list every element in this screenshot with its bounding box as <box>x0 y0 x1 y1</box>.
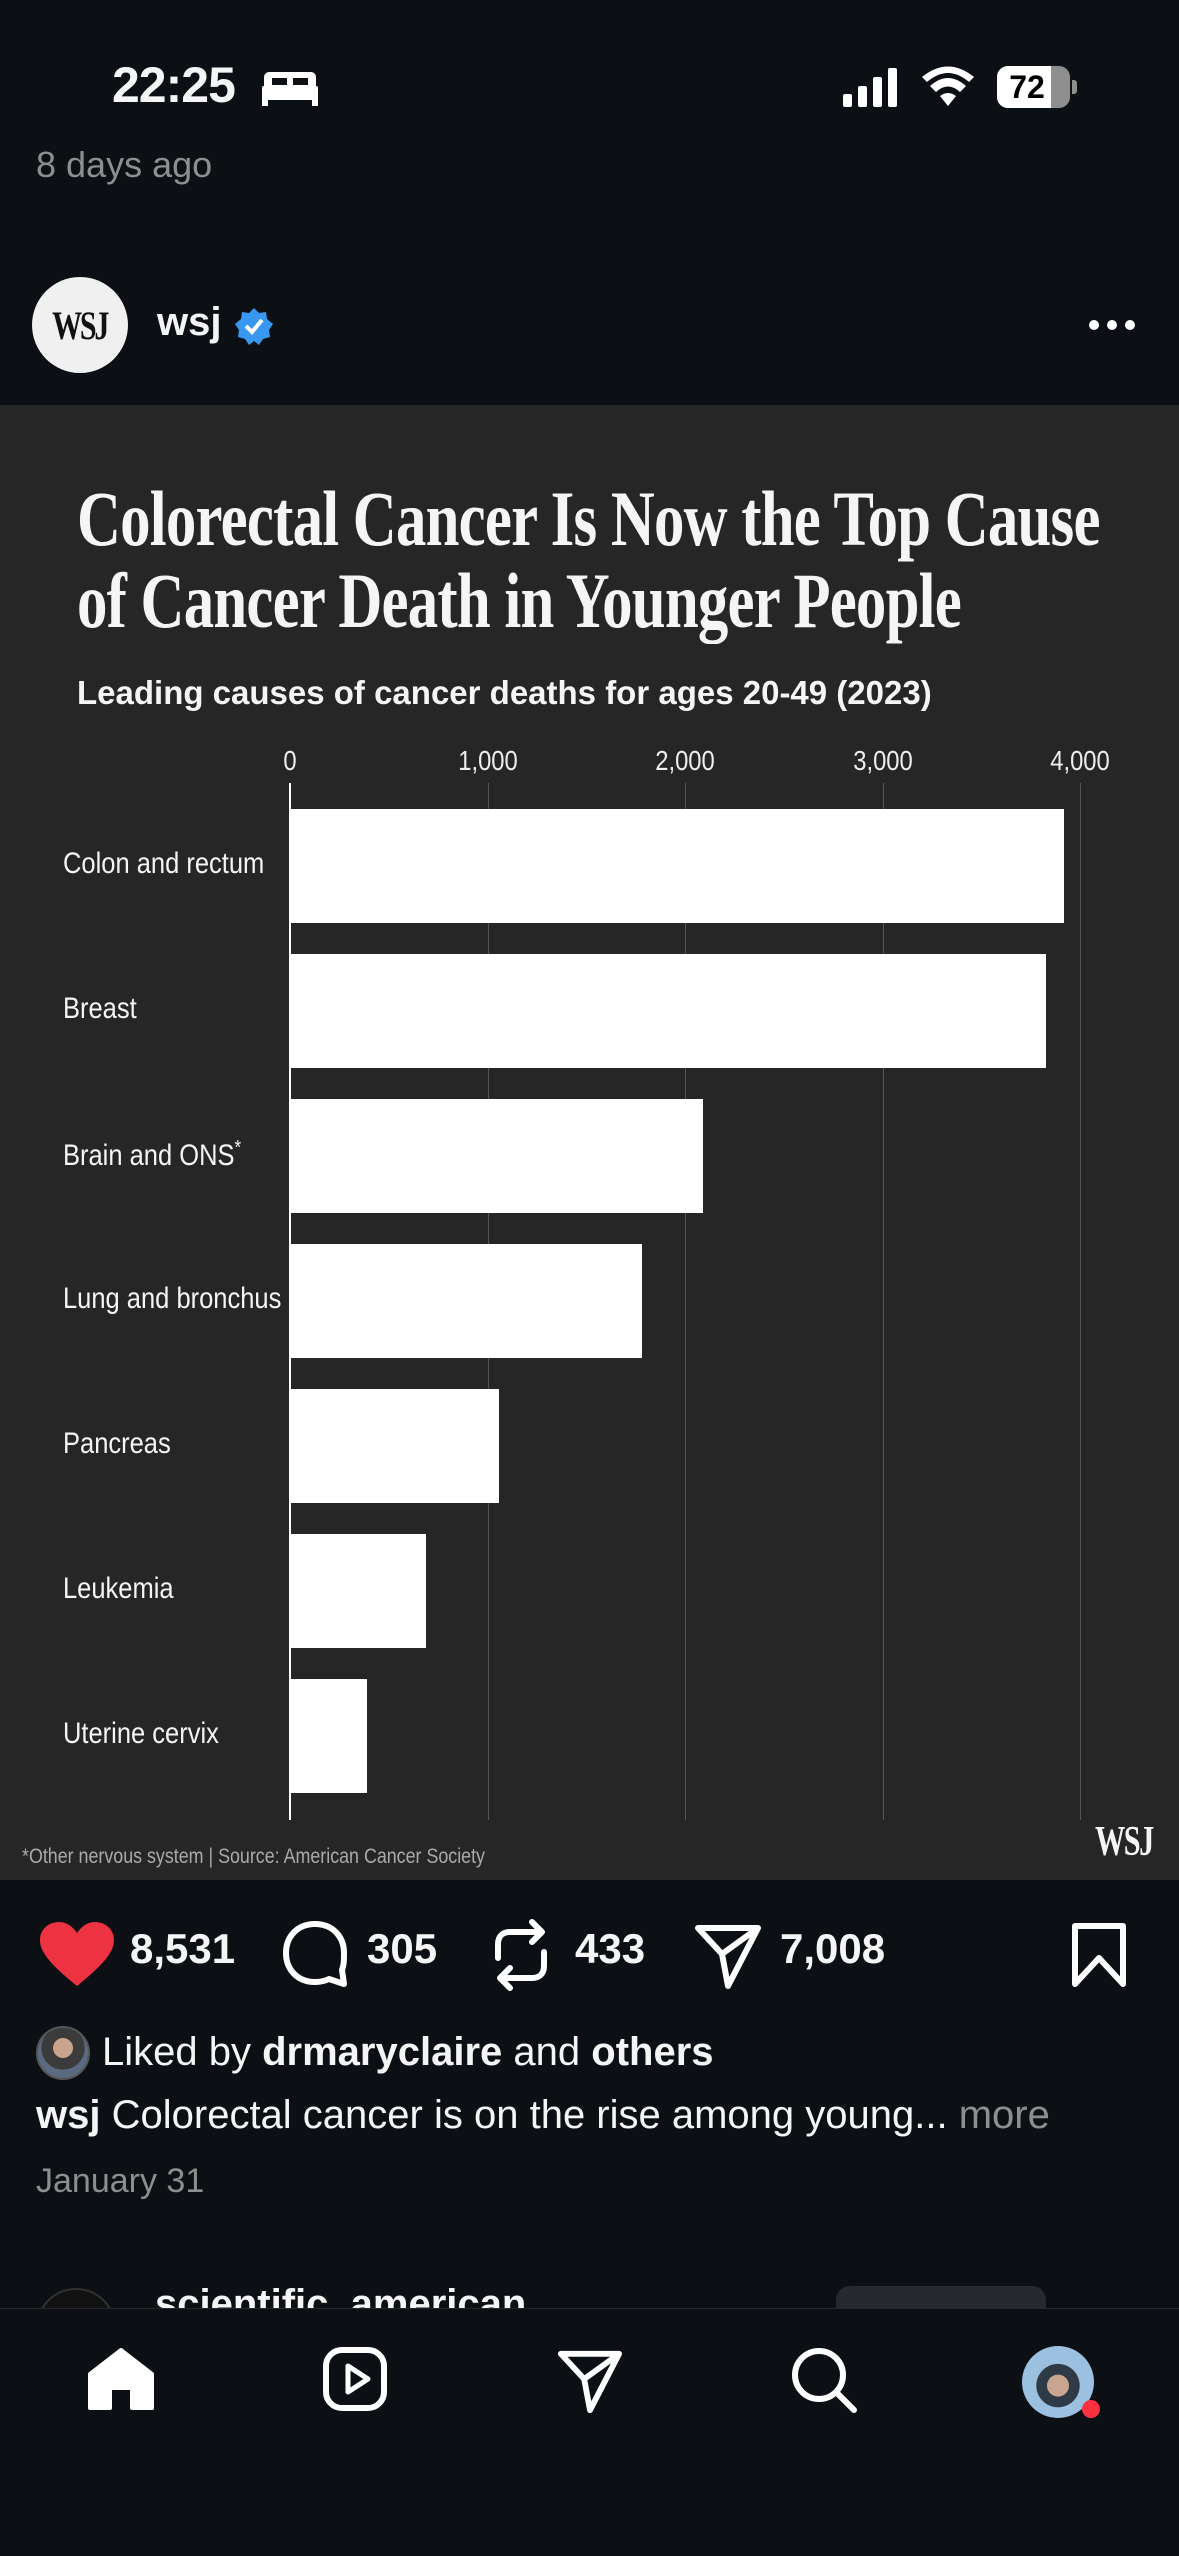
chart-title-line-2: of Cancer Death in Younger People <box>77 557 962 644</box>
liked-by-user-link[interactable]: drmaryclaire <box>262 2030 503 2074</box>
liked-by-others-link[interactable]: others <box>591 2030 714 2074</box>
notification-dot <box>1082 2400 1100 2418</box>
share-send-icon[interactable] <box>694 1922 762 1990</box>
comment-icon[interactable] <box>282 1920 348 1990</box>
battery-icon: 72 <box>997 66 1070 108</box>
liked-by-prefix: Liked by <box>102 2030 251 2074</box>
chart-title: Colorectal Cancer Is Now the Top Cause o… <box>77 478 1100 642</box>
liked-by-and: and <box>513 2030 581 2074</box>
wsj-avatar[interactable]: WSJ <box>32 277 128 373</box>
bar <box>290 1534 427 1648</box>
verified-badge-icon <box>235 308 273 345</box>
x-tick-label: 1,000 <box>457 745 518 776</box>
bed-icon <box>262 72 318 106</box>
repost-icon[interactable] <box>490 1918 552 1992</box>
wsj-logo: WSJ <box>1095 1819 1154 1865</box>
caption: wsj Colorectal cancer is on the rise amo… <box>36 2093 1050 2138</box>
category-label: Uterine cervix <box>63 1717 219 1751</box>
like-heart-icon[interactable] <box>40 1922 114 1988</box>
x-tick-label: 4,000 <box>1050 745 1110 776</box>
category-label-text: Pancreas <box>63 1427 171 1460</box>
messages-send-icon[interactable] <box>556 2348 624 2414</box>
signal-icon <box>843 68 897 107</box>
category-label-text: Brain and ONS <box>63 1139 235 1172</box>
bar <box>290 1679 368 1793</box>
bar <box>290 1389 500 1503</box>
post-date: January 31 <box>36 2162 205 2200</box>
caption-more-link[interactable]: more <box>958 2093 1050 2137</box>
x-tick-label: 3,000 <box>852 745 913 776</box>
caption-text: Colorectal cancer is on the rise among y… <box>111 2093 948 2137</box>
liked-by-text: Liked by drmaryclaire and others <box>102 2030 714 2075</box>
y-axis-line <box>289 783 291 1820</box>
gridline <box>1080 783 1081 1820</box>
wifi-icon <box>922 66 974 106</box>
x-tick-label: 2,000 <box>655 745 715 776</box>
share-count[interactable]: 7,008 <box>780 1925 886 1972</box>
category-label: Lung and bronchus <box>63 1282 281 1316</box>
category-label: Brain and ONS* <box>63 1137 241 1173</box>
post-username[interactable]: wsj <box>157 300 222 344</box>
liked-by-avatar[interactable] <box>36 2026 90 2080</box>
gridline <box>685 783 686 1820</box>
like-count[interactable]: 8,531 <box>130 1925 236 1972</box>
reels-icon[interactable] <box>322 2346 388 2412</box>
category-label: Colon and rectum <box>63 847 264 881</box>
chart-subtitle: Leading causes of cancer deaths for ages… <box>77 674 932 711</box>
bar <box>290 1244 642 1358</box>
bar <box>290 954 1047 1068</box>
bar <box>290 1099 703 1213</box>
x-tick-label: 0 <box>283 745 297 776</box>
category-label: Pancreas <box>63 1427 171 1461</box>
category-label-text: Lung and bronchus <box>63 1282 282 1315</box>
category-label: Leukemia <box>63 1572 174 1606</box>
chart-footnote: *Other nervous system | Source: American… <box>22 1845 485 1868</box>
gridline <box>882 783 884 1820</box>
previous-post-time: 8 days ago <box>36 150 213 185</box>
bottom-tab-bar <box>0 2308 1179 2556</box>
category-label: Breast <box>63 992 137 1026</box>
comment-count[interactable]: 305 <box>367 1925 438 1972</box>
bar <box>290 809 1065 923</box>
category-label-text: Leukemia <box>63 1572 174 1605</box>
home-icon[interactable] <box>86 2346 156 2412</box>
footnote-marker: * <box>234 1137 242 1159</box>
caption-username[interactable]: wsj <box>36 2093 101 2137</box>
search-icon[interactable] <box>790 2346 858 2414</box>
status-time: 22:25 <box>112 57 236 113</box>
chart-title-line-1: Colorectal Cancer Is Now the Top Cause <box>77 475 1100 562</box>
battery-tip <box>1072 80 1077 94</box>
battery-level: 72 <box>1009 69 1045 105</box>
category-label-text: Colon and rectum <box>63 847 265 880</box>
category-label-text: Uterine cervix <box>63 1717 219 1750</box>
category-label-text: Breast <box>63 992 137 1025</box>
avatar-text: WSJ <box>52 302 110 348</box>
more-options-icon[interactable] <box>1088 318 1136 332</box>
bookmark-icon[interactable] <box>1070 1922 1128 1988</box>
repost-count[interactable]: 433 <box>575 1925 646 1972</box>
